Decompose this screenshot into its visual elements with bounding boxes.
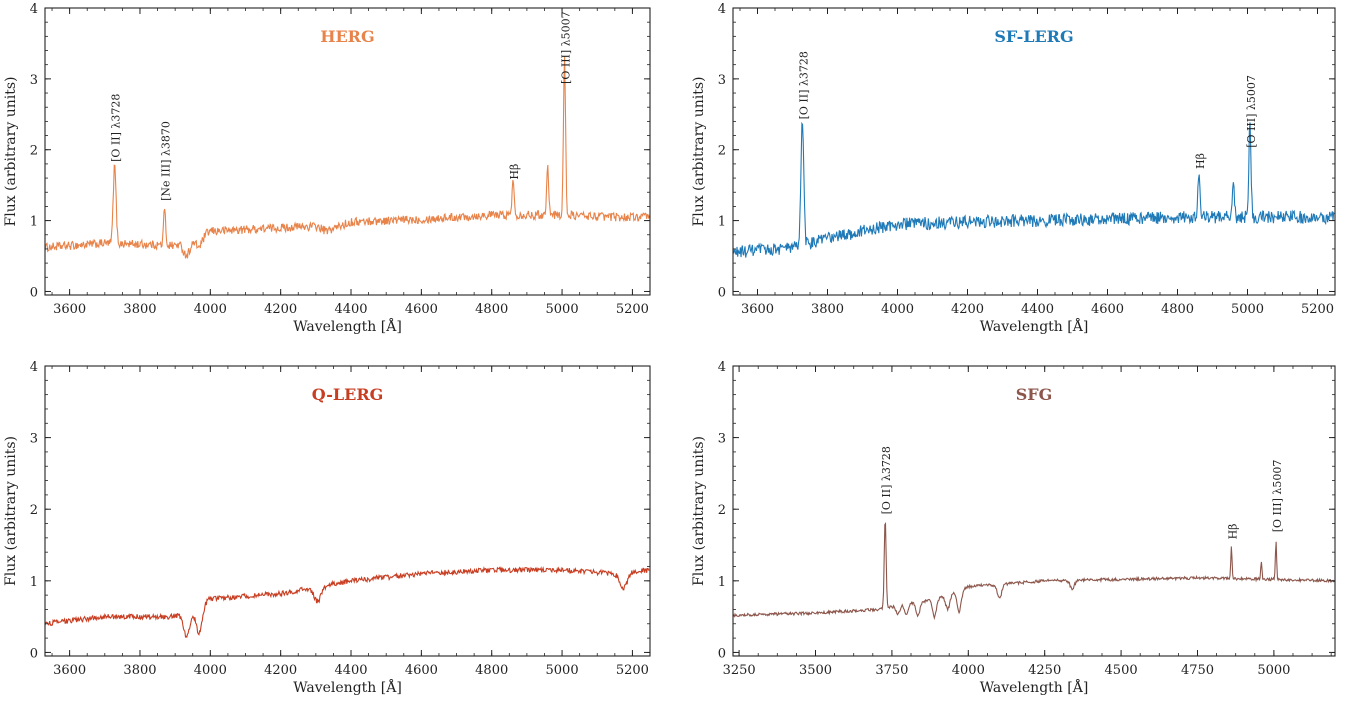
x-tick-label: 4200 [264,663,297,678]
line-annotation: Hβ [508,164,521,180]
x-tick-label: 4000 [194,302,227,317]
panel-title: HERG [320,27,374,46]
y-axis-label: Flux (arbitrary units) [3,77,19,227]
spectrum-line [733,121,1335,258]
plot-frame [732,365,1336,657]
x-tick-label: 4000 [881,302,914,317]
x-tick-label: 5200 [1301,302,1334,317]
y-tick-label: 3 [718,432,726,447]
x-tick-label: 3600 [741,302,774,317]
y-tick-label: 4 [718,2,726,17]
x-tick-label: 3800 [811,302,844,317]
x-tick-label: 4250 [1028,663,1061,678]
x-tick-label: 4000 [952,663,985,678]
line-annotation: [O III] λ5007 [560,11,573,84]
y-tick-label: 1 [30,215,38,230]
x-tick-label: 4200 [951,302,984,317]
x-axis-label: Wavelength [Å] [980,317,1089,335]
y-axis-label: Flux (arbitrary units) [691,436,707,586]
y-tick-label: 4 [30,2,38,17]
y-tick-label: 0 [30,646,38,661]
y-tick-label: 4 [718,360,726,375]
chart-panel-4: 3250 3500 3750 4000 4250 4500 4750 5000 0 1 2 3 4 Wav… [691,360,1336,696]
y-tick-label: 2 [718,144,726,159]
x-tick-label: 4000 [194,663,227,678]
x-axis-label: Wavelength [Å] [980,678,1089,696]
panel-title: SFG [1016,385,1053,404]
line-annotation: [Ne III] λ3870 [160,121,173,201]
x-tick-label: 4750 [1181,663,1214,678]
line-annotation: Hβ [1194,153,1207,169]
chart-panel-2: 3600 3800 4000 4200 4400 4600 4800 5000 5200 0 1 2 3… [691,2,1336,335]
x-tick-label: 3250 [723,663,756,678]
x-tick-label: 3500 [799,663,832,678]
x-tick-label: 4800 [475,302,508,317]
y-axis-label: Flux (arbitrary units) [691,77,707,227]
y-tick-label: 2 [30,144,38,159]
x-axis-label: Wavelength [Å] [293,317,402,335]
x-tick-label: 3800 [123,663,156,678]
spectrum-line [45,565,650,639]
x-axis-label: Wavelength [Å] [293,678,402,696]
x-tick-label: 4800 [1161,302,1194,317]
y-axis-label: Flux (arbitrary units) [3,436,19,586]
x-tick-label: 5200 [616,663,649,678]
y-tick-label: 1 [718,215,726,230]
x-tick-label: 5000 [1257,663,1290,678]
line-annotation: [O II] λ3728 [110,94,123,162]
panel-title: SF-LERG [994,27,1073,46]
x-tick-label: 5000 [1231,302,1264,317]
plot-frame [732,7,1336,296]
x-tick-label: 4600 [405,302,438,317]
y-tick-label: 4 [30,360,38,375]
y-tick-label: 3 [30,73,38,88]
x-tick-label: 3750 [875,663,908,678]
spectrum-line [733,521,1335,621]
x-tick-label: 5000 [546,663,579,678]
line-annotation: [O II] λ3728 [797,51,810,119]
x-tick-label: 4400 [1021,302,1054,317]
chart-panel-3: 3600 3800 4000 4200 4400 4600 4800 5000 5200 0 1 2 3… [3,360,651,696]
line-annotation: [O III] λ5007 [1245,75,1258,148]
y-tick-label: 0 [718,646,726,661]
line-annotation: [O II] λ3728 [880,446,893,514]
x-tick-label: 4600 [1091,302,1124,317]
panel-title: Q-LERG [312,385,384,404]
chart-panel-1: 3600 3800 4000 4200 4400 4600 4800 5000 5200 0 1 2 3… [3,2,651,335]
x-tick-label: 4800 [475,663,508,678]
y-tick-label: 0 [718,285,726,300]
x-tick-label: 4600 [405,663,438,678]
x-tick-label: 4200 [264,302,297,317]
y-tick-label: 1 [30,575,38,590]
x-tick-label: 4400 [334,302,367,317]
spectrum-line [45,56,650,259]
x-tick-label: 5200 [616,302,649,317]
x-tick-label: 3800 [123,302,156,317]
plot-frame [44,365,651,657]
line-annotation: Hβ [1226,523,1239,539]
y-tick-label: 3 [718,73,726,88]
y-tick-label: 3 [30,432,38,447]
x-tick-label: 4500 [1105,663,1138,678]
x-tick-label: 5000 [546,302,579,317]
y-tick-label: 2 [30,503,38,518]
x-tick-label: 3600 [53,302,86,317]
x-tick-label: 3600 [53,663,86,678]
y-tick-label: 1 [718,575,726,590]
line-annotation: [O III] λ5007 [1271,460,1284,533]
y-tick-label: 0 [30,285,38,300]
plot-frame [44,7,651,296]
x-tick-label: 4400 [334,663,367,678]
y-tick-label: 2 [718,503,726,518]
